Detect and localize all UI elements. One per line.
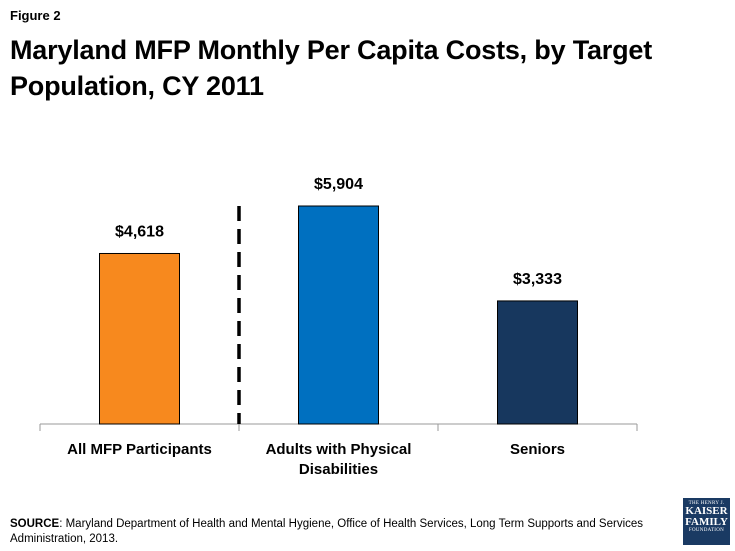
source-text: : Maryland Department of Health and Ment… — [10, 518, 644, 545]
bar — [99, 252, 180, 425]
chart-title: Maryland MFP Monthly Per Capita Costs, b… — [10, 35, 653, 101]
bar — [298, 205, 379, 425]
bar-chart: $4,618 All MFP Participants $5,904 Adults w… — [39, 176, 638, 478]
data-label: $4,618 — [115, 223, 164, 240]
data-label: $5,904 — [314, 176, 363, 193]
category-label: Seniors — [510, 441, 565, 458]
category-label: All MFP Participants — [67, 441, 212, 458]
category-label: Disabilities — [299, 461, 378, 478]
bar — [497, 300, 578, 425]
logo-line-3: FAMILY — [685, 516, 728, 528]
figure-label: Figure 2 — [10, 8, 61, 23]
logo-line-2: KAISER — [685, 505, 728, 517]
source-label: SOURCE — [10, 518, 60, 530]
category-label: Adults with Physical — [266, 441, 412, 458]
logo-line-1: THE HENRY J. — [688, 501, 725, 506]
kff-logo: THE HENRY J. KAISER FAMILY FOUNDATION — [683, 498, 730, 545]
data-label: $3,333 — [513, 271, 562, 288]
source-note: SOURCE: Maryland Department of Health an… — [10, 517, 670, 547]
logo-line-4: FOUNDATION — [688, 528, 725, 533]
